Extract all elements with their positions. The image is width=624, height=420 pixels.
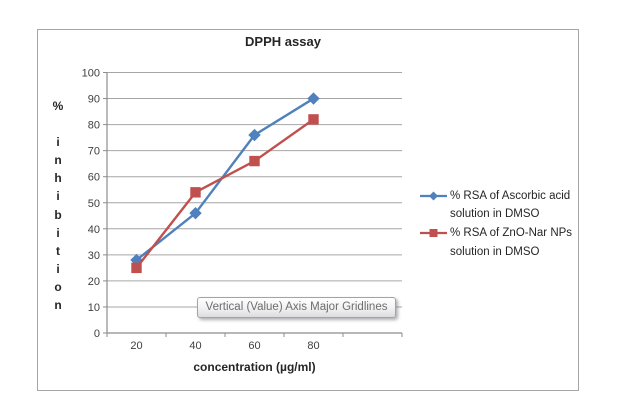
gridlines-tooltip: Vertical (Value) Axis Major Gridlines bbox=[197, 297, 396, 318]
y-tick-label-60[interactable]: 60 bbox=[88, 172, 100, 184]
y-tick-label-50[interactable]: 50 bbox=[88, 198, 100, 210]
legend-entry-0[interactable]: % RSA of Ascorbic acid solution in DMSO bbox=[420, 187, 575, 223]
data-point-diamond-icon[interactable] bbox=[189, 206, 202, 220]
y-tick-label-10[interactable]: 10 bbox=[88, 302, 100, 314]
plot-svg[interactable]: 0 10 20 30 40 50 60 70 80 90 100 20 40 60 80 bbox=[38, 30, 578, 390]
y-tick-label-0[interactable]: 0 bbox=[94, 328, 100, 340]
y-tick-label-70[interactable]: 70 bbox=[88, 146, 100, 158]
x-tick-label-80[interactable]: 80 bbox=[307, 340, 319, 352]
data-point-square-icon[interactable] bbox=[131, 262, 142, 274]
x-tick-label-20[interactable]: 20 bbox=[130, 340, 142, 352]
legend-entry-1[interactable]: % RSA of ZnO-Nar NPs solution in DMSO bbox=[420, 224, 575, 260]
y-tick-label-80[interactable]: 80 bbox=[88, 120, 100, 132]
series-line-1[interactable] bbox=[135, 118, 315, 270]
y-tick-label-20[interactable]: 20 bbox=[88, 276, 100, 288]
legend-label: % RSA of Ascorbic acid solution in DMSO bbox=[450, 190, 571, 221]
legend-marker-diamond-icon bbox=[420, 187, 450, 205]
data-point-square-icon[interactable] bbox=[308, 114, 319, 125]
data-point-diamond-icon[interactable] bbox=[307, 92, 320, 105]
y-tick-label-40[interactable]: 40 bbox=[88, 224, 100, 236]
series-line-0[interactable] bbox=[135, 97, 315, 262]
x-axis-title[interactable]: concentration (µg/ml) bbox=[193, 360, 316, 374]
x-tick-label-60[interactable]: 60 bbox=[248, 340, 260, 352]
x-tick-label-40[interactable]: 40 bbox=[189, 340, 201, 352]
tooltip-text: Vertical (Value) Axis Major Gridlines bbox=[205, 301, 388, 313]
y-tick-label-100[interactable]: 100 bbox=[82, 68, 100, 80]
data-point-square-icon[interactable] bbox=[249, 155, 260, 167]
data-point-diamond-icon[interactable] bbox=[248, 128, 261, 142]
legend-label: % RSA of ZnO-Nar NPs solution in DMSO bbox=[450, 227, 573, 258]
data-point-square-icon[interactable] bbox=[190, 187, 201, 198]
y-tick-label-30[interactable]: 30 bbox=[88, 250, 100, 262]
chart-title[interactable]: DPPH assay bbox=[245, 34, 321, 49]
legend-marker-square-icon bbox=[420, 224, 450, 242]
y-tick-label-90[interactable]: 90 bbox=[88, 94, 100, 106]
legend: % RSA of Ascorbic acid solution in DMSO % … bbox=[420, 187, 575, 262]
